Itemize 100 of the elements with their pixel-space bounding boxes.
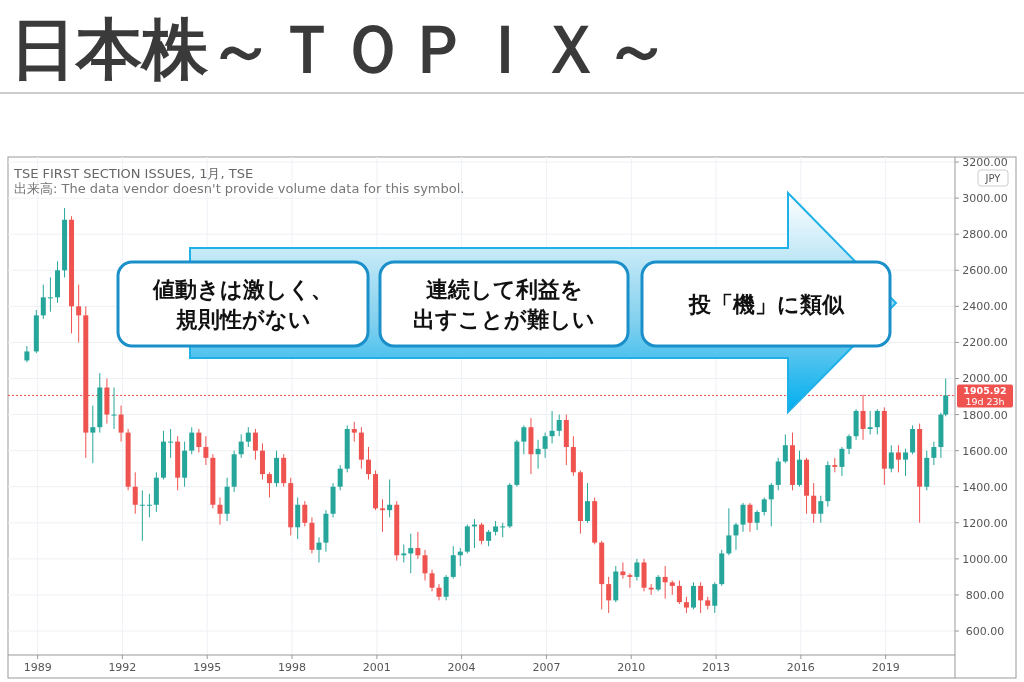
candlestick: [76, 284, 82, 343]
x-tick-label: 2007: [532, 661, 561, 674]
candlestick: [662, 565, 668, 600]
candlestick: [217, 497, 223, 526]
x-tick-label: 2016: [786, 661, 815, 674]
x-tick-label: 2004: [447, 661, 476, 674]
candlestick: [761, 497, 767, 517]
candlestick: [245, 426, 251, 448]
y-tick-label: 1000.00: [962, 552, 1008, 566]
candlestick: [118, 405, 124, 443]
candlestick: [380, 498, 386, 533]
annotation: 出来高: The data vendor doesn't provide volume data for this symbol.: [14, 181, 465, 196]
candlestick: [259, 442, 265, 480]
y-tick-label: 1600.00: [962, 444, 1008, 458]
candlestick: [874, 408, 880, 435]
x-tick-label: 1998: [278, 661, 307, 674]
candlestick: [401, 543, 407, 563]
x-tick-label: 2001: [362, 661, 391, 674]
candlestick: [337, 464, 343, 491]
candlestick: [429, 569, 435, 592]
candlestick: [903, 448, 909, 477]
y-tick-label: 2000.00: [962, 372, 1008, 386]
y-tick-label: 800.00: [965, 588, 1005, 602]
candlestick: [422, 549, 428, 582]
candlestick: [556, 414, 562, 437]
candlestick: [450, 545, 456, 580]
x-tick-label: 1989: [23, 661, 52, 674]
candlestick: [146, 493, 152, 518]
candlestick: [867, 410, 873, 435]
annotation: TSE FIRST SECTION ISSUES, 1月, TSE: [13, 166, 254, 181]
candlestick: [910, 424, 916, 455]
candlestick: [238, 433, 244, 459]
candlestick: [585, 482, 591, 524]
annotation: 規則性がない: [174, 307, 311, 332]
candlestick: [479, 522, 485, 545]
candlestick: [620, 561, 626, 580]
annotation: 値動きは激しく、: [152, 277, 333, 302]
candlestick: [839, 446, 845, 477]
candlestick: [189, 426, 195, 455]
candlestick: [521, 424, 527, 455]
candlestick: [698, 581, 704, 614]
candlestick: [168, 428, 174, 459]
x-tick-label: 2019: [871, 661, 900, 674]
candlestick: [415, 531, 421, 560]
candlestick: [846, 433, 852, 455]
chart-title: 日本株～ＴＯＰＩＸ～: [10, 11, 670, 88]
candlestick: [316, 536, 322, 563]
candlestick: [747, 502, 753, 533]
candlestick: [768, 482, 774, 527]
candlestick: [196, 428, 202, 453]
candlestick: [366, 446, 371, 480]
y-tick-label: 1400.00: [962, 480, 1008, 494]
y-tick-label: 3000.00: [962, 192, 1008, 206]
candlestick: [726, 507, 732, 556]
candlestick: [111, 387, 117, 430]
ref-line-label: 1905.92: [963, 385, 1007, 397]
candlestick: [648, 583, 654, 596]
candlestick: [818, 495, 824, 524]
annotation: 連続して利益を: [425, 277, 583, 302]
candlestick: [443, 574, 449, 601]
candlestick: [606, 576, 612, 614]
candlestick: [895, 444, 901, 473]
candlestick: [740, 502, 746, 533]
candlestick: [542, 432, 548, 459]
candlestick: [712, 581, 718, 614]
candlestick: [549, 410, 555, 444]
candlestick: [535, 439, 541, 470]
candlestick: [40, 284, 46, 320]
x-tick-label: 2010: [617, 661, 646, 674]
candlestick: [266, 471, 272, 499]
candlestick: [295, 497, 301, 540]
candlestick: [811, 482, 817, 524]
y-tick-label: 2800.00: [962, 228, 1008, 242]
candlestick: [782, 433, 788, 464]
y-tick-label: 3200.00: [962, 156, 1008, 170]
y-tick-label: 2400.00: [962, 300, 1008, 314]
x-tick-label: 1995: [193, 661, 222, 674]
candlestick: [888, 444, 894, 473]
candlestick: [203, 435, 209, 466]
annotation: 投「機」に類似: [687, 292, 845, 317]
text: JPY: [984, 173, 1002, 184]
y-tick-label: 2200.00: [962, 336, 1008, 350]
y-tick-label: 1200.00: [962, 516, 1008, 530]
candlestick: [931, 441, 937, 466]
x-tick-label: 2013: [702, 661, 731, 674]
candlestick: [634, 558, 640, 582]
candlestick: [733, 522, 739, 551]
candlestick: [47, 276, 53, 313]
y-tick-label: 2600.00: [962, 264, 1008, 278]
candlestick: [302, 500, 308, 527]
candlestick: [775, 457, 781, 491]
candlestick: [132, 471, 138, 515]
candlestick: [627, 572, 633, 589]
candlestick: [408, 533, 414, 574]
candlestick: [754, 509, 760, 531]
x-tick-label: 1992: [108, 661, 137, 674]
candlestick: [690, 581, 696, 610]
candlestick: [387, 479, 393, 518]
annotation: 出すことが難しい: [413, 307, 595, 332]
candlestick: [90, 405, 96, 464]
